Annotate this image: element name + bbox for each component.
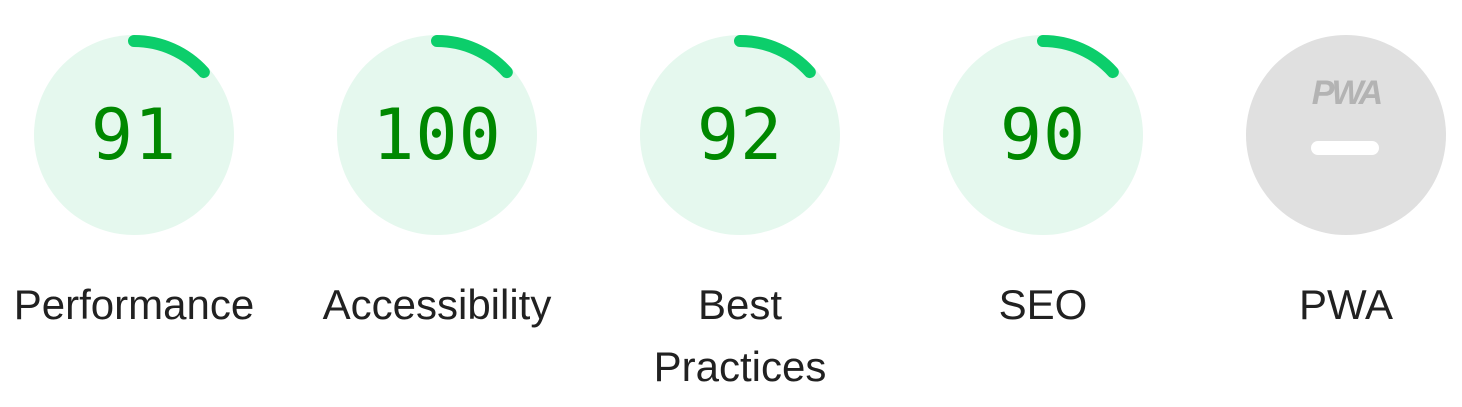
pwa-badge: PWA [1245, 34, 1447, 236]
gauge-score: 90 [999, 94, 1087, 176]
gauge-ring: 90 [942, 34, 1144, 236]
gauge-ring-svg [34, 35, 234, 235]
gauge-score: 100 [372, 94, 502, 176]
gauge-seo[interactable]: 90 SEO [913, 34, 1173, 336]
gauge-ring: 100 [336, 34, 538, 236]
gauge-label: Accessibility [322, 281, 552, 328]
gauge-pwa[interactable]: PWA PWA [1216, 34, 1462, 336]
gauge-arc [734, 35, 816, 79]
gauge-ring-svg [640, 35, 840, 235]
gauge-label: SEO [998, 281, 1088, 328]
gauge-background [640, 35, 840, 235]
gauge-performance[interactable]: 91 Performance [4, 34, 264, 336]
gauge-arc [128, 35, 210, 79]
gauge-label: Performance [13, 281, 255, 328]
gauge-arc [431, 35, 513, 79]
pwa-logo-icon: PWA [1312, 74, 1382, 112]
gauge-background [34, 35, 234, 235]
gauge-score: 91 [90, 94, 178, 176]
gauge-score: 92 [696, 94, 784, 176]
gauge-label: PWA [1298, 281, 1394, 328]
gauge-best-practices[interactable]: 92 Best Practices [610, 34, 870, 398]
gauge-arc [1037, 35, 1119, 79]
gauge-ring: 92 [639, 34, 841, 236]
not-applicable-dash-icon [1311, 141, 1379, 155]
pwa-badge-background [1246, 35, 1446, 235]
gauge-background [943, 35, 1143, 235]
gauge-ring-svg [337, 35, 537, 235]
pwa-badge-svg: PWA [1246, 35, 1446, 235]
gauge-ring-svg [943, 35, 1143, 235]
gauge-ring: 91 [33, 34, 235, 236]
gauge-accessibility[interactable]: 100 Accessibility [307, 34, 567, 336]
gauge-label: Best Practices [653, 281, 827, 390]
gauge-background [337, 35, 537, 235]
